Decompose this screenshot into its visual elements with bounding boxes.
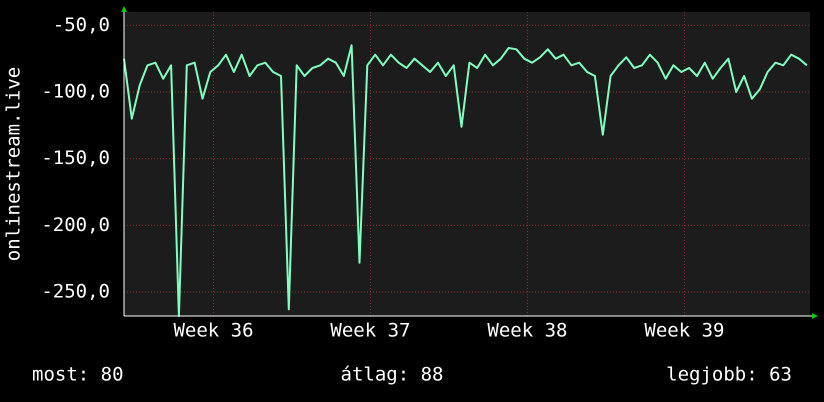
x-tick-label: Week 39 — [644, 320, 724, 342]
y-tick-label: -50,0 — [53, 14, 110, 36]
footer-current: most: 80 — [32, 364, 124, 386]
y-tick-label: -150,0 — [41, 147, 110, 169]
axis-arrow — [121, 6, 127, 12]
y-tick-label: -200,0 — [41, 214, 110, 236]
axis-arrow — [812, 313, 818, 319]
x-tick-label: Week 38 — [487, 320, 567, 342]
footer-best: legjobb: 63 — [666, 364, 792, 386]
x-tick-label: Week 37 — [330, 320, 410, 342]
y-tick-label: -100,0 — [41, 81, 110, 103]
data-line — [123, 44, 808, 317]
footer-average: átlag: 88 — [341, 364, 444, 386]
y-tick-label: -250,0 — [41, 281, 110, 303]
x-tick-label: Week 36 — [173, 320, 253, 342]
y-axis-label: onlinestream.live — [3, 67, 25, 261]
